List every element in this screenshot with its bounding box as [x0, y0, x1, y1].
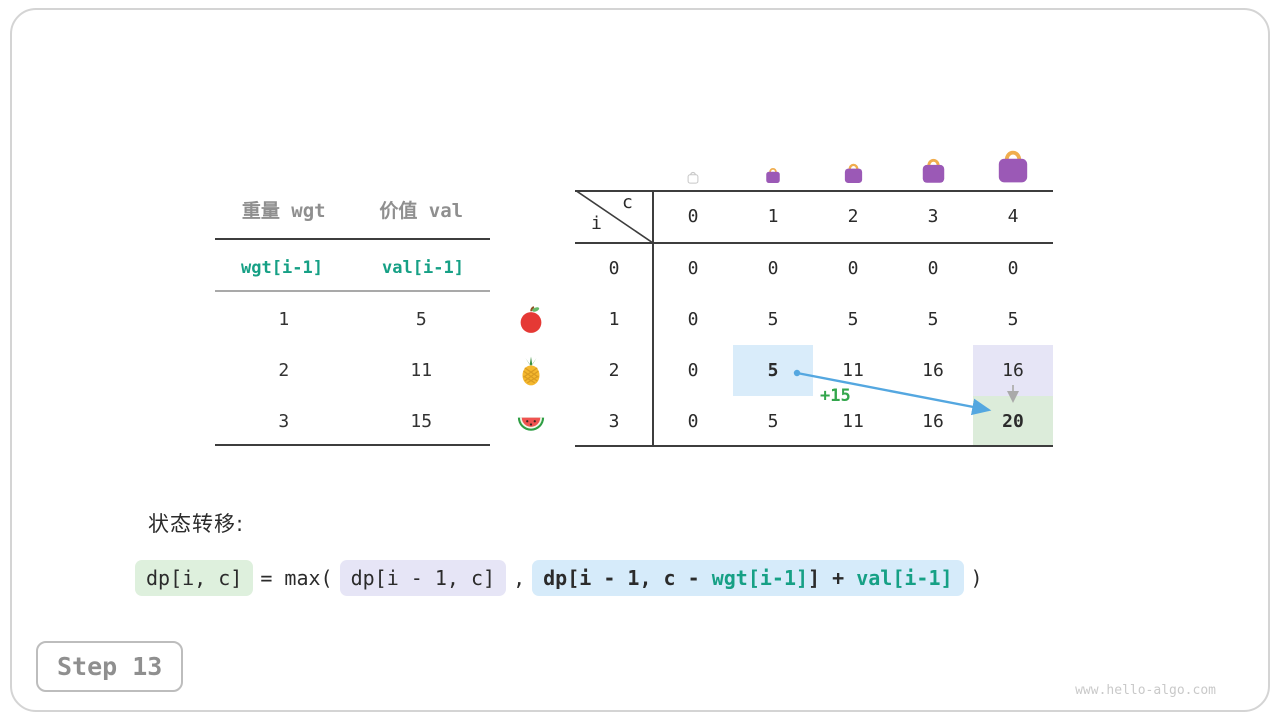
dp-cell: 5: [1007, 309, 1019, 330]
item-row-3: 3 15: [215, 407, 490, 437]
dp-row-header: 3: [608, 411, 620, 432]
formula-option-take: dp[i - 1, c - wgt[i-1]] + val[i-1]: [532, 560, 964, 596]
dp-header-row: 0 1 2 3 4: [575, 190, 1053, 243]
dp-row-0: 0 0 0 0 0 0: [575, 243, 1053, 294]
dp-cell: 16: [922, 411, 944, 432]
items-header-weight: 重量 wgt: [241, 200, 326, 222]
dp-row-header: 2: [608, 360, 620, 381]
dp-table: 0 1 2 3 4 0 0 0 0 0 0 1 0 5 5 5 5 2 0 5 …: [575, 190, 1053, 447]
option-take-prefix: dp[i - 1, c -: [543, 566, 712, 590]
dp-cell: 5: [767, 411, 779, 432]
items-formula-row: wgt[i-1] val[i-1]: [215, 253, 490, 283]
items-formula-val: val[i-1]: [382, 258, 464, 278]
divider: [575, 190, 1053, 192]
items-table: 重量 wgt 价值 val wgt[i-1] val[i-1] 1 5 2 11…: [215, 186, 490, 448]
corner-diagonal: [575, 190, 653, 243]
divider: [215, 444, 490, 446]
capacity-icons: [575, 128, 1053, 184]
dp-cell: 0: [687, 360, 699, 381]
divider: [652, 190, 654, 447]
item-weight: 2: [278, 360, 290, 381]
bag-medium-icon: [813, 159, 893, 184]
item-value: 15: [410, 411, 433, 432]
formula-operator: = max(: [260, 566, 333, 590]
bag-empty-icon: [653, 169, 733, 184]
items-header-row: 重量 wgt 价值 val: [215, 196, 490, 226]
dp-cell-compare: 16: [973, 345, 1053, 396]
bag-xlarge-icon: [973, 143, 1053, 184]
dp-cell: 5: [847, 309, 859, 330]
dp-col-header: 0: [687, 206, 699, 227]
dp-cell: 0: [927, 258, 939, 279]
dp-cell: 5: [767, 309, 779, 330]
formula-option-keep: dp[i - 1, c]: [339, 560, 507, 596]
divider: [215, 290, 490, 292]
formula-close: ): [970, 566, 983, 590]
option-take-wgt: wgt[i-1]: [711, 566, 809, 590]
dp-cell: 0: [687, 411, 699, 432]
items-header-value: 价值 val: [379, 200, 464, 222]
apple-icon: [520, 306, 542, 333]
dp-col-header: 1: [767, 206, 779, 227]
dp-cell: 0: [1007, 258, 1019, 279]
items-formula-wgt: wgt[i-1]: [241, 258, 323, 278]
bag-small-icon: [733, 164, 813, 184]
watermelon-icon: [517, 417, 545, 431]
divider: [215, 238, 490, 240]
site-watermark: www.hello-algo.com: [1075, 683, 1216, 698]
option-take-mid: ] +: [808, 566, 857, 590]
item-value: 5: [415, 309, 427, 330]
dp-cell: 11: [842, 411, 864, 432]
option-take-val: val[i-1]: [856, 566, 953, 590]
item-weight: 3: [278, 411, 290, 432]
dp-cell: 16: [922, 360, 944, 381]
divider: [575, 445, 1053, 447]
dp-cell: 0: [767, 258, 779, 279]
value-gain-annotation: +15: [820, 386, 851, 406]
formula-separator: ,: [513, 566, 526, 590]
item-row-1: 1 5: [215, 305, 490, 335]
dp-cell: 0: [847, 258, 859, 279]
dp-cell-source: 5: [733, 345, 813, 396]
bag-large-icon: [893, 153, 973, 184]
item-row-2: 2 11: [215, 356, 490, 386]
dp-cell: 0: [687, 309, 699, 330]
dp-cell-target: 20: [973, 396, 1053, 447]
transition-label: 状态转移:: [148, 512, 245, 536]
dp-row-1: 1 0 5 5 5 5: [575, 294, 1053, 345]
dp-row-3: 3 0 5 11 16 20: [575, 396, 1053, 447]
col-axis-label: c: [622, 192, 633, 213]
dp-col-header: 2: [847, 206, 859, 227]
transition-formula: dp[i, c] = max( dp[i - 1, c] , dp[i - 1,…: [135, 560, 983, 596]
dp-col-header: 4: [1007, 206, 1019, 227]
formula-lhs: dp[i, c]: [135, 560, 254, 596]
dp-row-2: 2 0 5 11 16 16: [575, 345, 1053, 396]
item-weight: 1: [278, 309, 290, 330]
dp-col-header: 3: [927, 206, 939, 227]
step-indicator: Step 13: [36, 641, 184, 692]
pineapple-icon: [522, 356, 540, 386]
dp-cell: 5: [927, 309, 939, 330]
dp-row-header: 1: [608, 309, 620, 330]
divider: [575, 242, 1053, 244]
dp-row-header: 0: [608, 258, 620, 279]
row-axis-label: i: [591, 213, 602, 234]
item-value: 11: [410, 360, 433, 381]
dp-cell: 0: [687, 258, 699, 279]
